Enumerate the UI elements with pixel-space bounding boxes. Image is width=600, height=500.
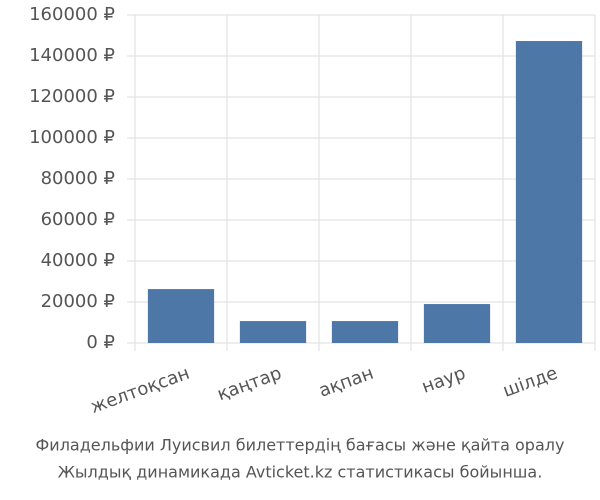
bar	[239, 321, 307, 343]
caption: Филадельфии Луисвил билеттердің бағасы ж…	[36, 436, 565, 455]
x-tick-label: наур	[419, 363, 468, 398]
y-tick-label: 80000 ₽	[41, 168, 115, 189]
y-tick-label: 140000 ₽	[29, 45, 115, 66]
y-tick-label: 100000 ₽	[29, 127, 115, 148]
y-tick-label: 120000 ₽	[29, 86, 115, 107]
y-tick-label: 20000 ₽	[41, 291, 115, 312]
caption: Жылдық динамикада Avticket.kz статистика…	[58, 463, 543, 482]
x-tick-label: қаңтар	[215, 363, 285, 406]
bar	[515, 41, 583, 343]
y-tick-label: 60000 ₽	[41, 209, 115, 230]
bar	[331, 321, 399, 343]
bar	[147, 289, 215, 343]
y-tick-label: 40000 ₽	[41, 250, 115, 271]
x-tick-label: ақпан	[316, 363, 376, 402]
x-tick-label: шілде	[500, 363, 560, 402]
y-tick-label: 160000 ₽	[29, 4, 115, 25]
x-tick-label: желтоқсан	[88, 363, 193, 418]
bar	[423, 304, 491, 343]
y-tick-label: 0 ₽	[86, 332, 115, 353]
